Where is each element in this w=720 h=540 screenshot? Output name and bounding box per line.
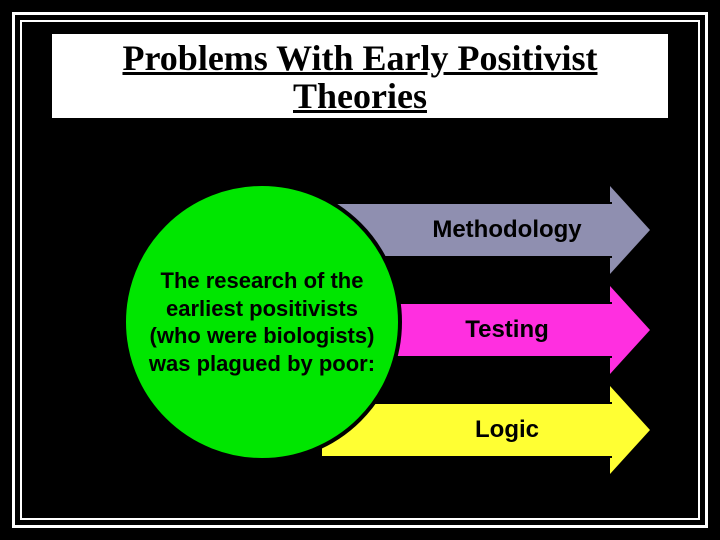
arrow-label: Testing bbox=[385, 316, 549, 344]
slide-title: Problems With Early Positivist Theories bbox=[52, 34, 668, 118]
slide-content: Methodology Testing Logic The research o… bbox=[22, 172, 698, 518]
intro-circle-text: The research of the earliest positivists… bbox=[126, 267, 398, 377]
intro-circle: The research of the earliest positivists… bbox=[122, 182, 402, 462]
arrow-label: Logic bbox=[395, 416, 539, 444]
arrow-head-icon bbox=[610, 386, 650, 474]
slide-frame: Problems With Early Positivist Theories … bbox=[20, 20, 700, 520]
arrow-head-icon bbox=[610, 186, 650, 274]
arrow-logic: Logic bbox=[322, 402, 650, 458]
arrow-label: Methodology bbox=[352, 216, 581, 244]
arrow-head-icon bbox=[610, 286, 650, 374]
